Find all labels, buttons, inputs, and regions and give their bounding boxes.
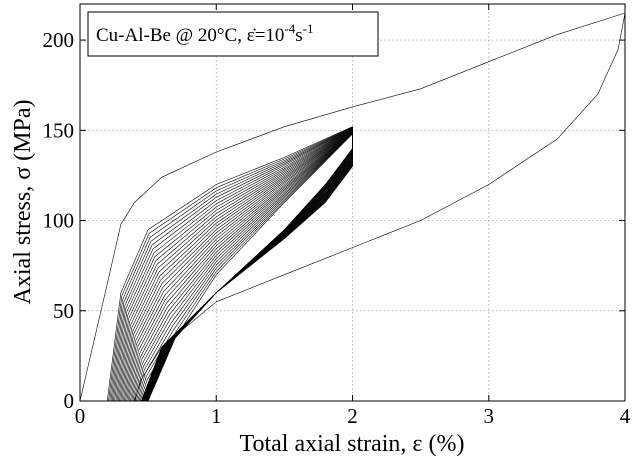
x-axis-label: Total axial strain, ε (%) bbox=[240, 431, 465, 457]
y-tick-label: 0 bbox=[64, 389, 75, 413]
grid bbox=[80, 4, 625, 401]
x-tick-label: 4 bbox=[620, 404, 631, 428]
x-tick-label: 1 bbox=[211, 404, 222, 428]
cycle-line bbox=[119, 129, 353, 402]
cycle-line bbox=[139, 133, 353, 402]
y-tick-label: 50 bbox=[53, 299, 74, 323]
legend-box: Cu-Al-Be @ 20°C, ε̇=10-4s-1 bbox=[87, 11, 379, 57]
y-tick-label: 100 bbox=[43, 209, 75, 233]
y-tick-label: 150 bbox=[43, 118, 75, 142]
x-tick-label: 3 bbox=[484, 404, 495, 428]
series-line-1 bbox=[134, 12, 626, 402]
series-line-0 bbox=[79, 12, 626, 402]
ticks: 0 1 2 3 4 0 50 100 150 200 bbox=[43, 4, 631, 428]
y-tick-label: 200 bbox=[43, 28, 75, 52]
x-tick-label: 2 bbox=[347, 404, 358, 428]
y-axis-label: Axial stress, σ (MPa) bbox=[10, 100, 36, 305]
legend-text: Cu-Al-Be @ 20°C, ε̇=10-4s-1 bbox=[96, 21, 314, 46]
cycle-line bbox=[133, 132, 353, 402]
curve-layer bbox=[79, 12, 626, 402]
x-tick-label: 0 bbox=[75, 404, 86, 428]
